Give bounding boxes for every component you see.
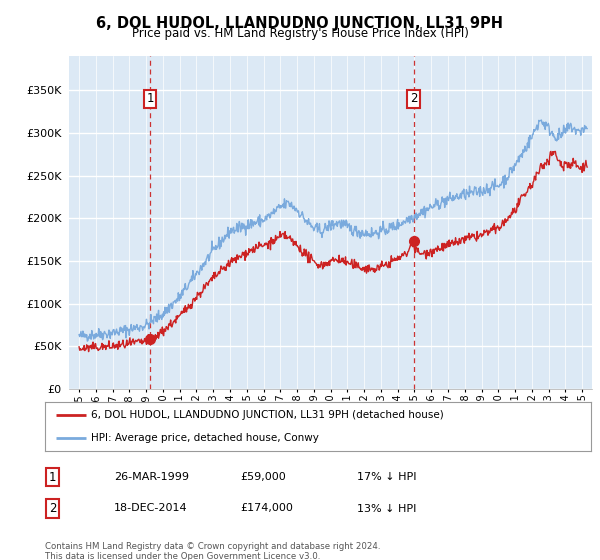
Text: 1: 1 (146, 92, 154, 105)
Text: Contains HM Land Registry data © Crown copyright and database right 2024.
This d: Contains HM Land Registry data © Crown c… (45, 542, 380, 560)
Text: £174,000: £174,000 (240, 503, 293, 514)
Text: 2: 2 (49, 502, 56, 515)
Text: 2: 2 (410, 92, 418, 105)
Text: 6, DOL HUDOL, LLANDUDNO JUNCTION, LL31 9PH: 6, DOL HUDOL, LLANDUDNO JUNCTION, LL31 9… (97, 16, 503, 31)
Text: 26-MAR-1999: 26-MAR-1999 (114, 472, 189, 482)
Text: 1: 1 (49, 470, 56, 484)
Text: 6, DOL HUDOL, LLANDUDNO JUNCTION, LL31 9PH (detached house): 6, DOL HUDOL, LLANDUDNO JUNCTION, LL31 9… (91, 410, 444, 421)
Text: 17% ↓ HPI: 17% ↓ HPI (357, 472, 416, 482)
Text: HPI: Average price, detached house, Conwy: HPI: Average price, detached house, Conw… (91, 433, 319, 444)
Text: 18-DEC-2014: 18-DEC-2014 (114, 503, 188, 514)
Text: Price paid vs. HM Land Registry's House Price Index (HPI): Price paid vs. HM Land Registry's House … (131, 27, 469, 40)
Text: 13% ↓ HPI: 13% ↓ HPI (357, 503, 416, 514)
Text: £59,000: £59,000 (240, 472, 286, 482)
